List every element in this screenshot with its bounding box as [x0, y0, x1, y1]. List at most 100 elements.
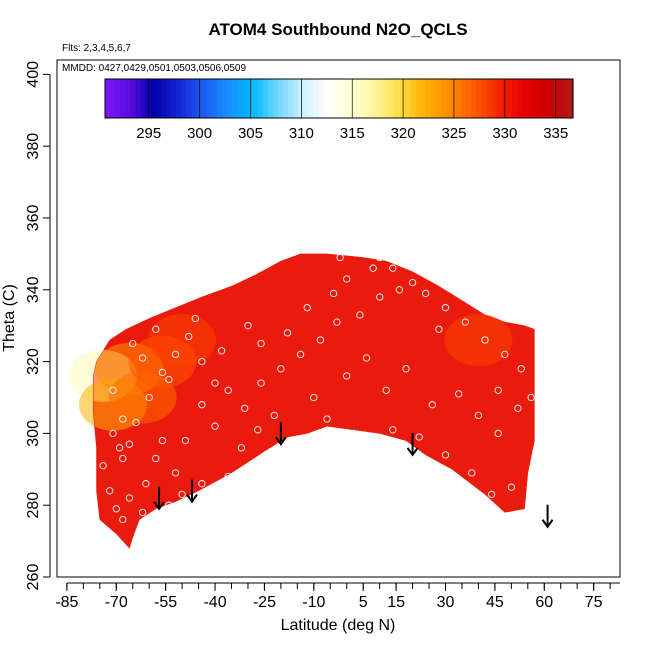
colorbar-swatch: [394, 79, 401, 118]
x-tick-label: -10: [302, 594, 325, 611]
colorbar-tick-label: 310: [289, 125, 314, 142]
colorbar-tick-label: 330: [492, 125, 517, 142]
colorbar-swatch: [440, 79, 447, 118]
sample-point: [119, 415, 127, 423]
sample-point: [333, 318, 341, 326]
sample-point: [185, 332, 193, 341]
colorbar-swatch: [511, 79, 518, 118]
sample-point: [441, 304, 450, 312]
x-tick-label: 30: [437, 594, 455, 611]
x-axis: -85 -70 -55 -40 -25 -10 5 15 30 45 60 75: [55, 582, 620, 611]
colorbar-swatch: [257, 79, 264, 118]
colorbar-swatch: [120, 79, 126, 118]
colorbar-swatch: [354, 79, 360, 118]
x-tick-label: -25: [253, 594, 276, 611]
sample-point: [109, 429, 117, 438]
sample-point: [241, 404, 249, 412]
y-tick-label: 400: [25, 61, 42, 88]
sample-point: [211, 379, 219, 387]
sample-point: [389, 264, 397, 272]
colorbar-swatch: [430, 79, 437, 118]
arrow-marker: [541, 504, 554, 529]
x-tick-label: -85: [55, 594, 78, 611]
colorbar-swatch: [186, 79, 193, 118]
sample-point: [408, 278, 417, 287]
colorbar-swatch: [496, 79, 503, 118]
sample-point: [129, 339, 137, 348]
sample-point: [303, 304, 311, 312]
y-tick-label: 300: [25, 420, 42, 447]
sample-point: [138, 508, 147, 517]
colorbar-swatch: [527, 79, 533, 118]
sample-point: [349, 429, 357, 438]
sample-point: [517, 365, 525, 373]
y-tick-label: 360: [25, 205, 42, 232]
sample-point: [165, 375, 173, 384]
colorbar-swatch: [105, 79, 111, 118]
sample-point: [461, 318, 469, 326]
x-tick-label: -40: [203, 594, 226, 611]
field-anomaly: [444, 314, 513, 367]
sample-point: [323, 415, 331, 423]
x-axis-label: Latitude (deg N): [281, 617, 396, 634]
chart-title: ATOM4 Southbound N2O_QCLS: [208, 20, 467, 39]
colorbar-tick-label: 300: [187, 125, 212, 142]
y-axis: 260 280 300 320 340 360 380 400: [25, 61, 51, 590]
x-tick-label: -55: [154, 594, 177, 611]
sample-point: [125, 494, 134, 502]
colorbar-swatch: [181, 79, 187, 118]
colorbar-swatch: [547, 79, 554, 118]
colorbar-swatch: [435, 79, 442, 118]
colorbar-swatch: [227, 79, 233, 118]
sample-point: [198, 401, 206, 409]
sample-point: [211, 422, 219, 430]
colorbar-swatch: [166, 79, 172, 118]
colorbar-swatch: [481, 79, 488, 118]
colorbar-swatch: [160, 79, 167, 118]
colorbar-swatch: [140, 79, 147, 118]
colorbar-tick-label: 335: [543, 125, 568, 142]
arrow-marker: [186, 479, 198, 504]
plot-frame: [56, 59, 621, 578]
colorbar-swatch: [222, 79, 228, 118]
y-tick-label: 320: [25, 348, 42, 375]
sample-point: [132, 418, 140, 427]
sample-point: [224, 386, 232, 394]
colorbar-swatch: [384, 79, 391, 118]
colorbar-swatch: [542, 79, 549, 118]
colorbar-swatch: [339, 79, 345, 118]
colorbar-swatch: [522, 79, 528, 118]
colorbar-swatch: [557, 79, 564, 118]
sample-point: [257, 379, 265, 387]
sample-point: [152, 325, 160, 333]
x-tick-label: 60: [535, 594, 553, 611]
sample-point: [237, 444, 246, 452]
sample-point: [125, 440, 134, 448]
colorbar-swatch: [415, 79, 421, 118]
colorbar-swatch: [155, 79, 162, 118]
sample-point: [501, 350, 509, 359]
sample-point: [494, 386, 502, 394]
sample-point: [99, 462, 107, 470]
sample-point: [474, 411, 483, 420]
colorbar-swatch: [445, 79, 452, 118]
sample-point: [356, 311, 364, 319]
x-tick-label: 15: [387, 594, 405, 611]
sample-point: [376, 293, 384, 301]
colorbar-swatch: [206, 79, 213, 118]
colorbar-swatch: [562, 79, 569, 118]
dates-note: MMDD: 0427,0429,0501,0503,0506,0509: [62, 63, 246, 74]
colorbar-swatch: [486, 79, 493, 118]
sample-point: [389, 426, 397, 434]
colorbar-swatch: [191, 79, 198, 118]
arrow-marker: [275, 422, 287, 446]
colorbar-swatch: [405, 79, 411, 118]
colorbar-swatch: [272, 79, 279, 118]
sample-point: [217, 347, 226, 355]
arrow-marker: [153, 486, 165, 511]
colorbar-swatch: [476, 79, 483, 118]
sample-point: [336, 253, 344, 262]
sample-point: [158, 368, 167, 377]
colorbar-swatch: [471, 79, 477, 118]
colorbar-swatch: [115, 79, 121, 118]
